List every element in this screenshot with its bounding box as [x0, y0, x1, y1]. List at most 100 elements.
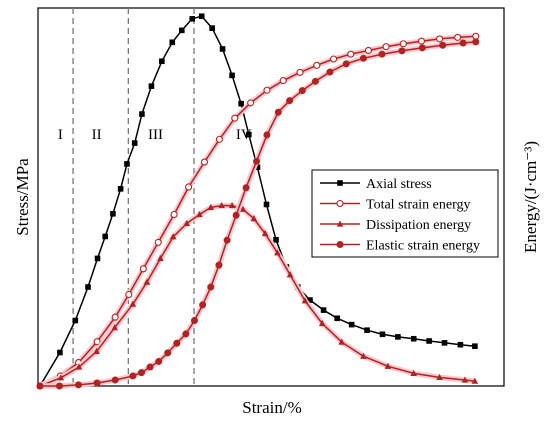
- series-3-point: [261, 229, 269, 237]
- series-3-point: [360, 352, 367, 359]
- legend-label: Axial stress: [366, 177, 432, 192]
- legend-swatch-marker: [336, 241, 344, 249]
- series-1-point: [457, 341, 464, 348]
- series-3-point: [157, 254, 164, 262]
- series-4-point: [199, 301, 207, 309]
- series-2-point: [185, 183, 193, 191]
- series-4-point: [311, 77, 319, 85]
- series-2-point: [296, 68, 304, 76]
- series-1-point: [320, 307, 327, 313]
- series-1-point: [189, 16, 196, 22]
- series-3-point: [57, 374, 65, 381]
- series-2-point: [154, 238, 162, 246]
- plot-frame: [37, 7, 505, 387]
- series-2-point: [215, 135, 223, 143]
- series-2-point: [454, 33, 462, 41]
- series-4-point: [232, 211, 240, 219]
- stage-boundary-lines: [72, 8, 195, 386]
- stage-labels: I II III IV: [58, 127, 252, 143]
- series-1-point: [472, 343, 478, 349]
- series-2-point: [170, 210, 178, 219]
- series-4: [36, 38, 480, 390]
- series-4-point: [253, 157, 261, 165]
- series-1-point: [219, 46, 226, 52]
- y-axis-label-right: Energy/(J·cm⁻³): [521, 141, 540, 253]
- series-2-point: [93, 338, 101, 346]
- series-1-point: [85, 284, 91, 290]
- series-4-point: [472, 38, 480, 46]
- series-3-point: [93, 347, 100, 355]
- series-4-point: [418, 44, 426, 52]
- series-1-point: [348, 321, 355, 328]
- series-1-point: [198, 13, 205, 20]
- stage-label-4: IV: [236, 127, 252, 143]
- series-2: [36, 32, 480, 390]
- series-3-point: [250, 215, 258, 222]
- series-1-point: [229, 72, 235, 79]
- series-1-point: [178, 27, 185, 34]
- series-3-point: [461, 376, 469, 383]
- series-2-point: [263, 86, 271, 94]
- series-4-point: [155, 357, 163, 365]
- series-2-point: [399, 40, 407, 48]
- series-3-point: [471, 377, 479, 384]
- series-1-point: [238, 100, 244, 107]
- series-2-point: [435, 35, 444, 43]
- series-4-point: [146, 363, 154, 371]
- series-4-point: [182, 330, 190, 338]
- series-4-point: [75, 381, 83, 389]
- series-3-point: [143, 278, 151, 285]
- series-2-point: [125, 290, 133, 299]
- series-1-point: [117, 186, 124, 192]
- series-3-point: [338, 338, 345, 345]
- series-4-point: [459, 39, 467, 47]
- series-4-point: [111, 376, 119, 384]
- x-axis-label: Strain/%: [242, 398, 302, 417]
- series-4-point: [164, 349, 172, 357]
- series-4-point: [242, 184, 250, 192]
- legend-label: Total strain energy: [366, 198, 471, 213]
- series-2-point: [417, 37, 425, 45]
- series-2-point: [329, 55, 338, 63]
- legend-box: [311, 169, 499, 258]
- series-4-point: [342, 60, 350, 68]
- series-1-point: [110, 210, 116, 217]
- series-2-point: [313, 61, 321, 69]
- series-4-point: [263, 131, 271, 139]
- series-3-point: [274, 249, 281, 256]
- legend-swatch-marker: [336, 220, 344, 227]
- series-3-point: [75, 363, 83, 370]
- series-4-point: [298, 87, 306, 95]
- series-4-point: [378, 50, 386, 58]
- series-1-point: [334, 315, 340, 322]
- series-1-point: [273, 237, 279, 243]
- series-4-point: [55, 382, 63, 390]
- series-3-point: [384, 362, 392, 369]
- series-1-point: [94, 255, 101, 262]
- series-2-point: [231, 114, 239, 122]
- series-3-point: [218, 201, 225, 209]
- stage-label-2: II: [92, 127, 102, 143]
- legend-entry-1: Axial stress: [320, 177, 432, 192]
- series-3-point: [436, 373, 443, 381]
- series-1-point: [57, 349, 63, 356]
- series-4-point: [274, 108, 282, 116]
- series-3-point: [129, 300, 137, 307]
- series-4-line: [40, 41, 476, 387]
- series-3-point: [239, 205, 247, 212]
- series-4-point: [36, 382, 44, 390]
- series-4-point: [326, 68, 334, 76]
- series-2-point: [139, 265, 147, 273]
- series-1: [37, 13, 478, 389]
- series-3-point: [301, 297, 309, 304]
- series-1-point: [307, 297, 313, 303]
- series-3-point: [169, 233, 177, 240]
- series-1-point: [139, 111, 145, 117]
- series-3-point: [196, 210, 203, 218]
- legend-label: Dissipation energy: [366, 218, 471, 233]
- series-2-point: [279, 77, 287, 85]
- series-1-point: [102, 233, 109, 240]
- series-4-point: [223, 236, 231, 244]
- series-3-point: [228, 201, 236, 209]
- series-4-point: [215, 261, 223, 269]
